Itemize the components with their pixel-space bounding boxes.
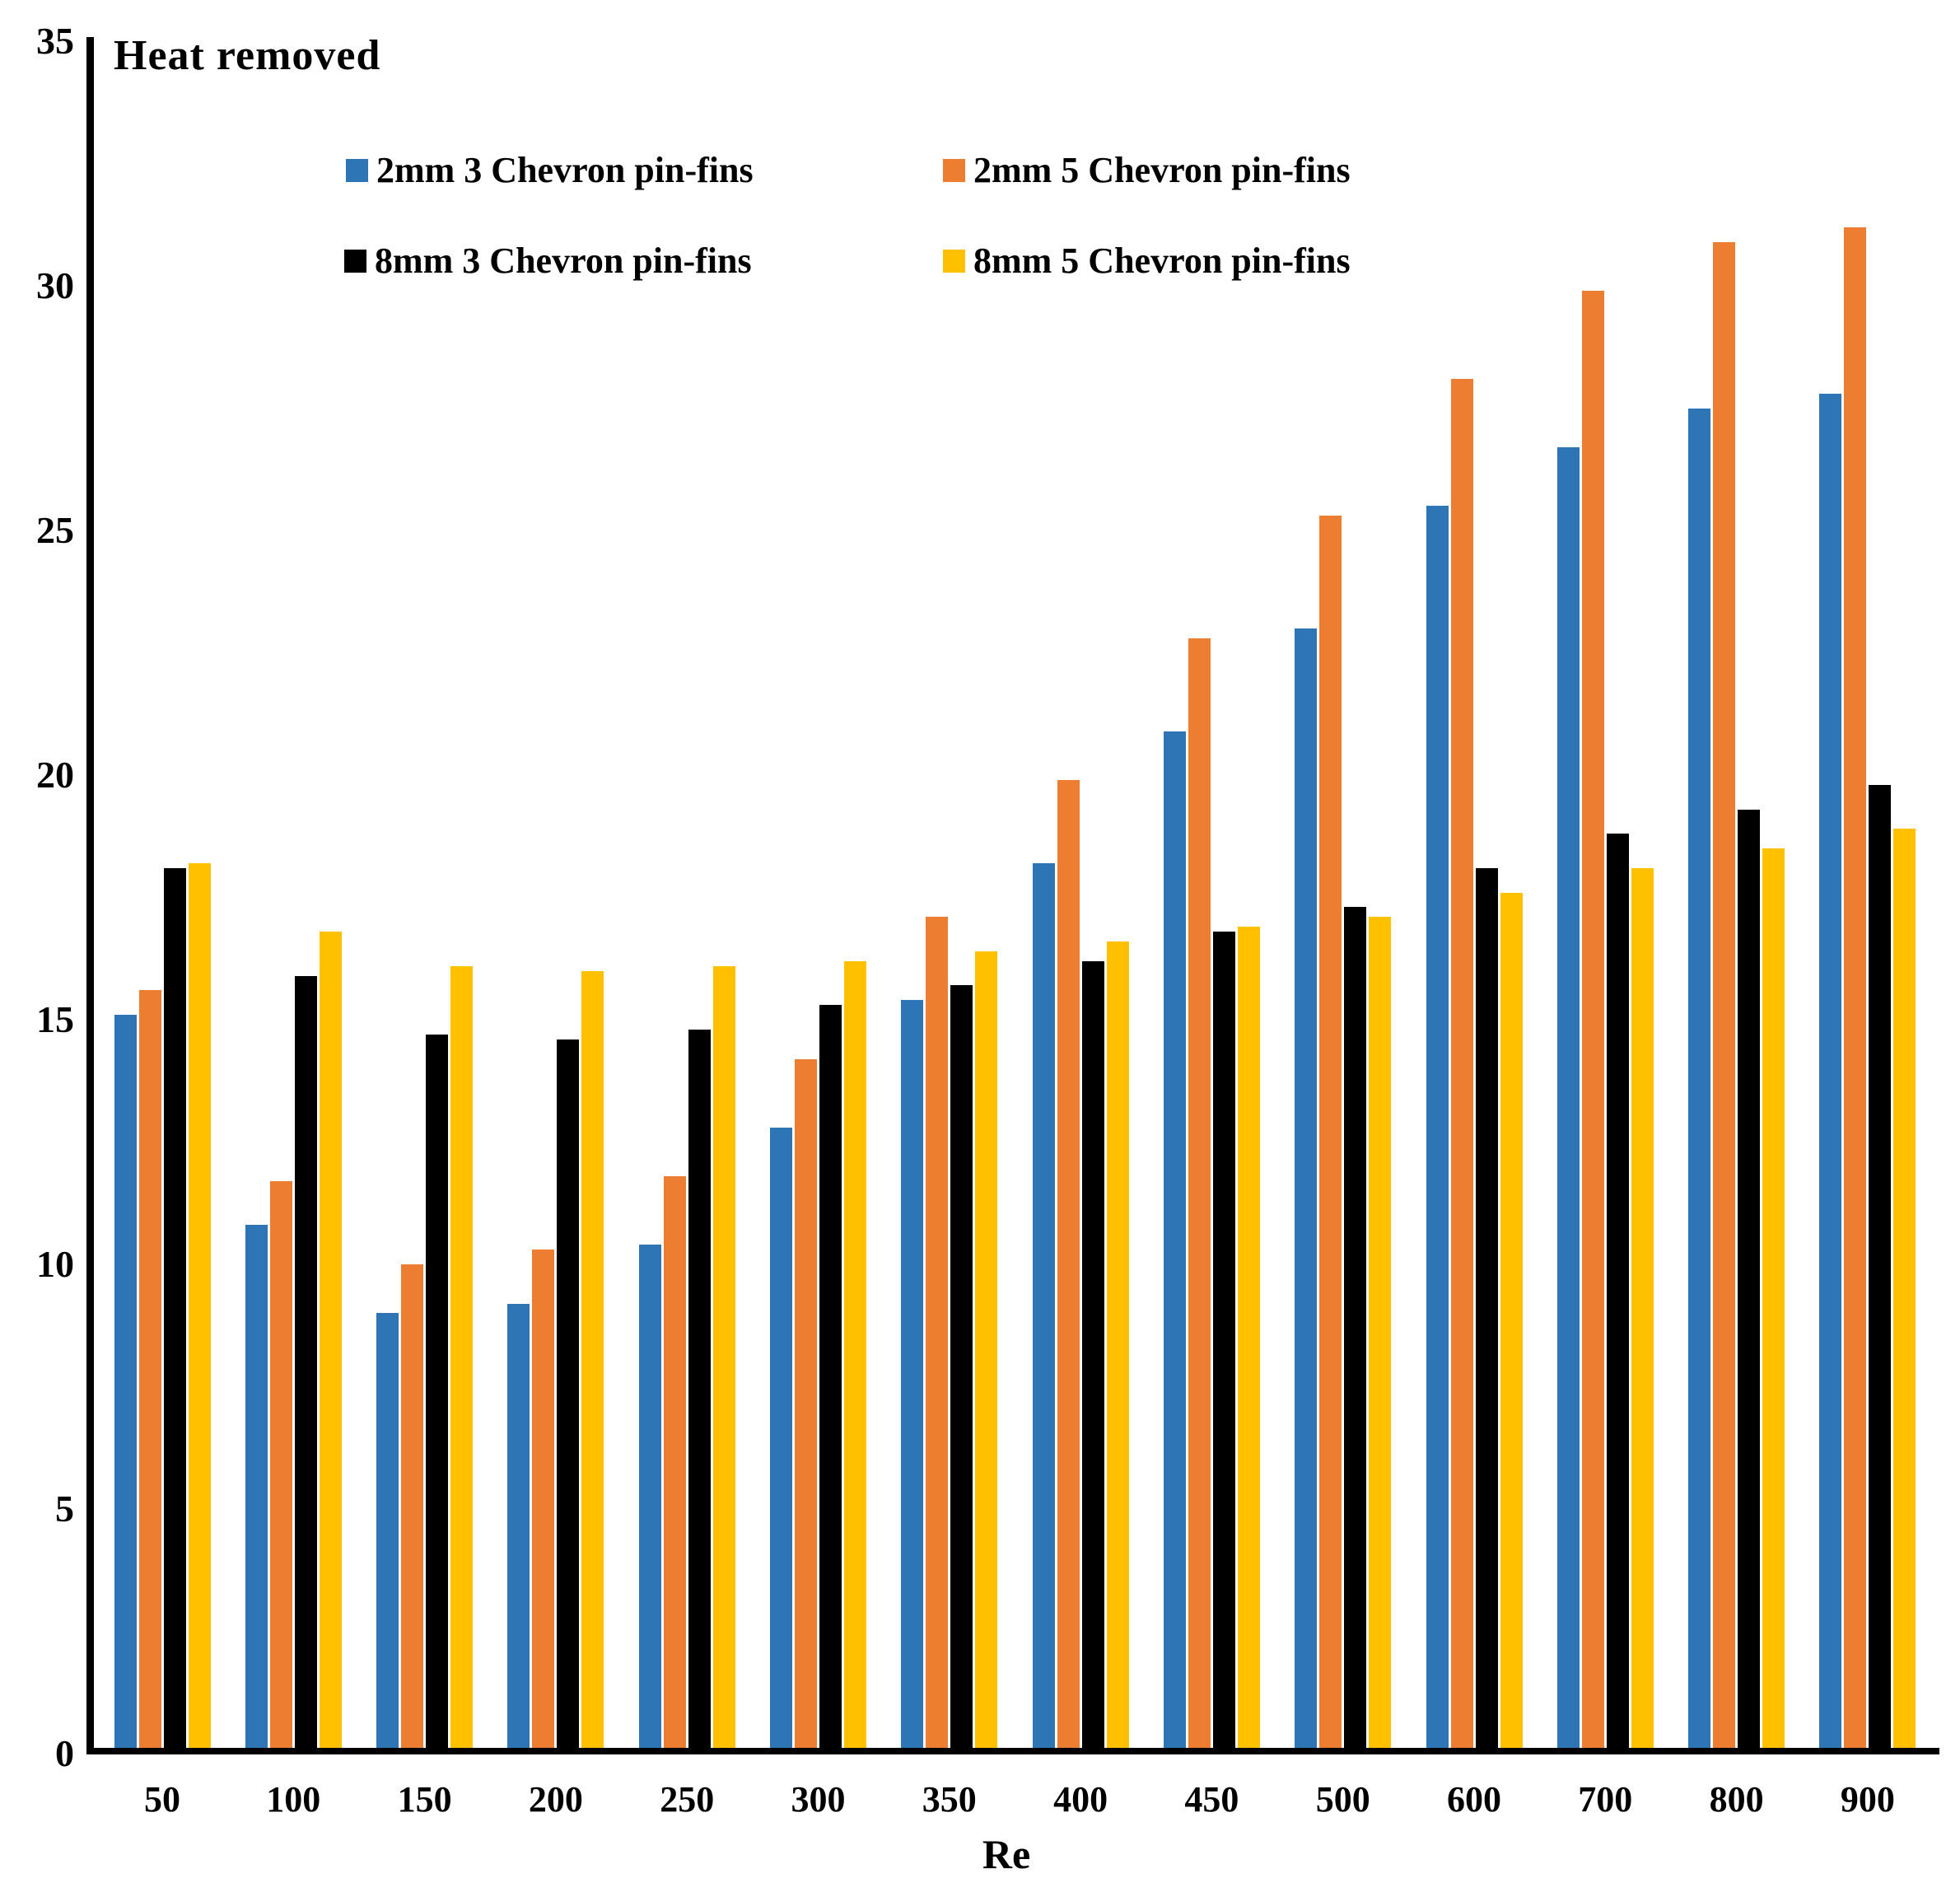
x-tick-label: 600 <box>1447 1779 1501 1820</box>
bar-2mm-5-chevron-pin-fins-re200 <box>532 1250 555 1754</box>
bar-2mm-3-chevron-pin-fins-re200 <box>507 1303 530 1754</box>
x-axis-title: Re <box>982 1831 1031 1877</box>
bar-8mm-5-chevron-pin-fins-re700 <box>1631 867 1654 1754</box>
legend-label: 2mm 3 Chevron pin-fins <box>376 150 754 190</box>
x-tick-label: 400 <box>1053 1779 1108 1820</box>
bar-8mm-5-chevron-pin-fins-re150 <box>450 965 474 1754</box>
bar-2mm-3-chevron-pin-fins-re250 <box>638 1245 661 1754</box>
bar-2mm-5-chevron-pin-fins-re400 <box>1057 779 1080 1754</box>
bar-2mm-3-chevron-pin-fins-re900 <box>1819 393 1842 1754</box>
bar-8mm-3-chevron-pin-fins-re900 <box>1869 784 1892 1754</box>
legend-item-8mm-3-chevron: 8mm 3 Chevron pin-fins <box>344 241 752 282</box>
y-tick-label: 20 <box>36 754 74 796</box>
y-tick-label: 30 <box>36 264 74 306</box>
y-tick-label: 5 <box>55 1488 74 1530</box>
x-tick-label: 800 <box>1709 1779 1764 1820</box>
y-tick-label: 0 <box>55 1732 74 1774</box>
bar-2mm-3-chevron-pin-fins-re50 <box>114 1015 137 1754</box>
bar-2mm-3-chevron-pin-fins-re800 <box>1688 408 1711 1754</box>
bar-8mm-5-chevron-pin-fins-re400 <box>1106 941 1129 1754</box>
bar-8mm-5-chevron-pin-fins-re100 <box>319 932 342 1754</box>
x-tick-label: 700 <box>1578 1779 1633 1820</box>
bar-8mm-5-chevron-pin-fins-re50 <box>188 862 211 1754</box>
bar-2mm-5-chevron-pin-fins-re900 <box>1844 227 1867 1754</box>
legend-swatch-black-icon <box>344 250 366 273</box>
bar-2mm-5-chevron-pin-fins-re450 <box>1188 638 1211 1754</box>
bar-8mm-5-chevron-pin-fins-re900 <box>1893 829 1916 1754</box>
x-tick-label: 450 <box>1184 1779 1239 1820</box>
bar-2mm-5-chevron-pin-fins-re350 <box>926 917 949 1754</box>
bar-8mm-3-chevron-pin-fins-re450 <box>1212 932 1235 1754</box>
bar-8mm-3-chevron-pin-fins-re150 <box>426 1034 449 1754</box>
x-tick-label: 300 <box>791 1779 846 1820</box>
bar-2mm-3-chevron-pin-fins-re100 <box>245 1225 268 1754</box>
legend-item-8mm-5-chevron: 8mm 5 Chevron pin-fins <box>943 241 1351 282</box>
bar-2mm-3-chevron-pin-fins-re350 <box>901 1000 924 1754</box>
bar-2mm-5-chevron-pin-fins-re500 <box>1319 516 1342 1754</box>
bar-2mm-3-chevron-pin-fins-re600 <box>1426 506 1449 1754</box>
legend-label: 8mm 5 Chevron pin-fins <box>973 241 1351 281</box>
x-tick-label: 200 <box>528 1779 583 1820</box>
bar-2mm-5-chevron-pin-fins-re700 <box>1581 290 1604 1754</box>
legend-swatch-yellow-icon <box>943 250 965 273</box>
y-tick-label: 10 <box>36 1243 74 1285</box>
bar-8mm-3-chevron-pin-fins-re600 <box>1475 867 1498 1754</box>
bar-2mm-5-chevron-pin-fins-re150 <box>401 1264 424 1754</box>
bar-8mm-5-chevron-pin-fins-re250 <box>712 965 735 1754</box>
bar-8mm-3-chevron-pin-fins-re300 <box>819 1005 842 1754</box>
x-tick-label: 900 <box>1840 1779 1895 1820</box>
bar-2mm-3-chevron-pin-fins-re150 <box>376 1313 399 1754</box>
legend-label: 8mm 3 Chevron pin-fins <box>375 241 752 281</box>
bar-8mm-3-chevron-pin-fins-re400 <box>1081 960 1104 1754</box>
bar-2mm-5-chevron-pin-fins-re50 <box>138 990 161 1754</box>
y-tick-label: 35 <box>36 20 74 62</box>
bar-8mm-3-chevron-pin-fins-re700 <box>1606 834 1629 1754</box>
bar-2mm-5-chevron-pin-fins-re250 <box>663 1176 686 1754</box>
bar-8mm-5-chevron-pin-fins-re800 <box>1762 848 1785 1754</box>
bar-8mm-5-chevron-pin-fins-re300 <box>844 960 866 1754</box>
legend-label: 2mm 5 Chevron pin-fins <box>973 150 1351 190</box>
bar-2mm-3-chevron-pin-fins-re300 <box>770 1127 792 1754</box>
x-tick-label: 150 <box>397 1779 452 1820</box>
legend-swatch-orange-icon <box>943 159 965 182</box>
y-tick-label: 15 <box>36 998 74 1040</box>
bar-8mm-5-chevron-pin-fins-re500 <box>1369 917 1392 1754</box>
bar-8mm-5-chevron-pin-fins-re200 <box>581 970 604 1754</box>
legend-item-2mm-5-chevron: 2mm 5 Chevron pin-fins <box>943 150 1351 191</box>
bar-2mm-3-chevron-pin-fins-re500 <box>1295 628 1318 1754</box>
bar-8mm-3-chevron-pin-fins-re250 <box>688 1029 711 1754</box>
y-axis-line <box>86 37 94 1754</box>
legend-item-2mm-3-chevron: 2mm 3 Chevron pin-fins <box>346 150 754 191</box>
bar-2mm-5-chevron-pin-fins-re300 <box>795 1058 817 1754</box>
bar-8mm-5-chevron-pin-fins-re450 <box>1237 927 1260 1754</box>
bar-2mm-3-chevron-pin-fins-re400 <box>1032 862 1055 1754</box>
x-axis-line <box>86 1748 1939 1754</box>
y-tick-label: 25 <box>36 509 74 551</box>
bar-8mm-3-chevron-pin-fins-re100 <box>294 975 317 1754</box>
bar-8mm-3-chevron-pin-fins-re200 <box>557 1039 580 1754</box>
bar-2mm-5-chevron-pin-fins-re600 <box>1450 378 1473 1754</box>
legend-swatch-blue-icon <box>346 159 368 182</box>
bar-2mm-3-chevron-pin-fins-re450 <box>1163 731 1186 1754</box>
bar-2mm-5-chevron-pin-fins-re100 <box>269 1181 292 1754</box>
x-tick-label: 500 <box>1315 1779 1370 1820</box>
bar-8mm-3-chevron-pin-fins-re350 <box>950 985 973 1754</box>
bar-8mm-3-chevron-pin-fins-re800 <box>1738 809 1761 1754</box>
bar-8mm-5-chevron-pin-fins-re600 <box>1500 892 1523 1754</box>
x-tick-label: 50 <box>144 1779 180 1820</box>
bar-8mm-5-chevron-pin-fins-re350 <box>975 951 998 1754</box>
x-tick-label: 350 <box>922 1779 977 1820</box>
x-tick-label: 250 <box>660 1779 715 1820</box>
bar-8mm-3-chevron-pin-fins-re50 <box>163 867 186 1754</box>
chart-title: Heat removed <box>114 32 381 79</box>
bar-2mm-3-chevron-pin-fins-re700 <box>1556 447 1580 1754</box>
bar-2mm-5-chevron-pin-fins-re800 <box>1713 241 1736 1754</box>
bar-8mm-3-chevron-pin-fins-re500 <box>1344 907 1367 1754</box>
x-tick-label: 100 <box>266 1779 321 1820</box>
